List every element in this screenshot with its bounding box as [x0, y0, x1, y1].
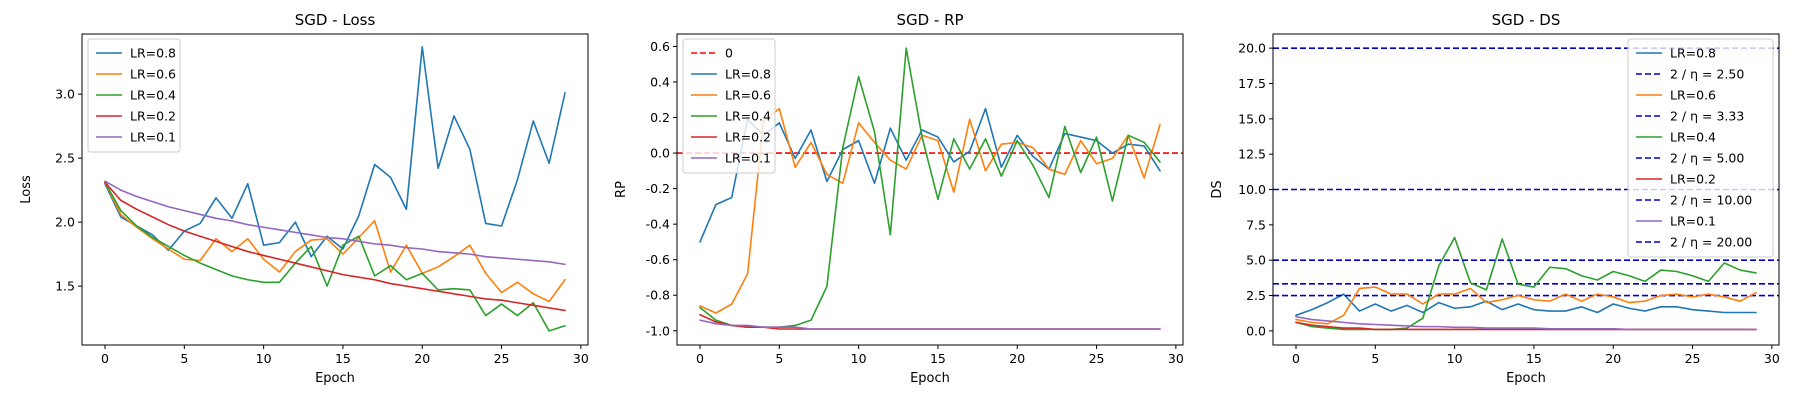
x-tick-label: 15: [1526, 351, 1542, 366]
x-tick-label: 20: [414, 351, 430, 366]
legend-entry: 2 / η = 2.50: [1670, 67, 1744, 82]
legend-entry: LR=0.1: [725, 151, 771, 166]
legend-box: [1627, 38, 1774, 258]
series-line-3: [699, 107, 1161, 314]
legend-entry: LR=0.8: [725, 67, 771, 82]
x-tick-label: 0: [1292, 351, 1300, 366]
y-tick-label: 0.2: [650, 110, 670, 125]
chart-title: SGD - RP: [896, 11, 963, 29]
legend: LR=0.8 LR=0.6 LR=0.4 LR=0.2 LR=0.1: [87, 38, 181, 153]
legend-entry: 2 / η = 10.00: [1670, 193, 1752, 208]
y-tick-label: -0.6: [646, 252, 670, 267]
x-tick-label: 10: [1447, 351, 1463, 366]
x-axis-label: Epoch: [1506, 371, 1546, 386]
axes-frame: [676, 33, 1184, 346]
x-tick-label: 30: [573, 351, 589, 366]
y-tick-label: 12.5: [1238, 147, 1266, 162]
x-tick-label: 25: [1685, 351, 1701, 366]
y-tick-label: 1.5: [55, 279, 75, 294]
y-tick-label: 20.0: [1238, 41, 1266, 56]
legend-entry: LR=0.6: [725, 88, 771, 103]
legend-entry: LR=0.8: [130, 46, 176, 61]
chart-panel-2: 0 5 10 15 20 25 30 -1.0 -0.8 -0.6 -0.4 -0.2 0.0 0.2 0.…: [614, 11, 1184, 386]
series-line-4: [104, 181, 566, 312]
x-tick-label: 20: [1009, 351, 1025, 366]
legend-box: [682, 38, 776, 174]
chart-title: SGD - DS: [1492, 11, 1561, 29]
series-line-1: [104, 45, 566, 258]
legend-entry: LR=0.4: [130, 88, 176, 103]
x-axis-label: Epoch: [315, 371, 355, 386]
x-tick-label: 25: [1089, 351, 1105, 366]
x-tick-label: 15: [335, 351, 351, 366]
x-tick-label: 5: [1371, 351, 1379, 366]
series-line-3: [104, 181, 566, 332]
legend-entry: LR=0.6: [130, 67, 176, 82]
x-axis-label: Epoch: [910, 371, 950, 386]
series-line-9: [1295, 315, 1757, 331]
legend-entry: 2 / η = 20.00: [1670, 235, 1752, 250]
y-tick-label: 7.5: [1246, 217, 1266, 232]
y-tick-label: 15.0: [1238, 111, 1266, 126]
y-axis-label: DS: [1210, 180, 1225, 198]
y-tick-label: 10.0: [1238, 182, 1266, 197]
y-axis-label: RP: [614, 181, 629, 198]
legend-entry: LR=0.8: [1670, 46, 1716, 61]
legend-entry: LR=0.1: [130, 130, 176, 145]
y-tick-label: 2.5: [1246, 288, 1266, 303]
y-tick-label: 0.0: [1246, 323, 1266, 338]
series-group: [677, 47, 1183, 330]
legend-entry: LR=0.4: [725, 109, 771, 124]
y-tick-label: 17.5: [1238, 76, 1266, 91]
legend-entry: 2 / η = 3.33: [1670, 109, 1744, 124]
legend-box: [87, 38, 181, 153]
y-tick-label: -0.4: [646, 217, 670, 232]
legend-entry: LR=0.6: [1670, 88, 1716, 103]
y-tick-label: 0.4: [650, 74, 670, 89]
legend-entry: LR=0.2: [130, 109, 176, 124]
y-tick-label: -0.8: [646, 288, 670, 303]
legend: 0 LR=0.8 LR=0.6 LR=0.4 LR=0.2 LR=0.1: [682, 38, 776, 174]
series-line-3: [1295, 286, 1757, 325]
legend-entry: LR=0.2: [1670, 172, 1716, 187]
y-tick-label: 0.0: [650, 146, 670, 161]
y-tick-label: 5.0: [1246, 253, 1266, 268]
y-tick-label: -0.2: [646, 181, 670, 196]
series-line-1: [1295, 293, 1757, 317]
legend-entry: LR=0.1: [1670, 214, 1716, 229]
series-line-2: [699, 107, 1161, 243]
legend-entry: LR=0.4: [1670, 130, 1716, 145]
y-tick-label: -1.0: [646, 323, 670, 338]
series-line-2: [104, 181, 566, 303]
y-axis-label: Loss: [19, 175, 34, 204]
series-group: [104, 45, 566, 332]
series-line-5: [104, 180, 566, 266]
legend-entry: 0: [725, 46, 733, 61]
x-tick-label: 10: [256, 351, 272, 366]
x-tick-label: 5: [775, 351, 783, 366]
x-tick-label: 10: [851, 351, 867, 366]
x-tick-label: 30: [1764, 351, 1780, 366]
series-group: [1273, 47, 1779, 331]
series-line-6: [699, 319, 1161, 330]
x-tick-label: 0: [101, 351, 109, 366]
chart-panel-1: 0 5 10 15 20 25 30 1.5 2.0 2.5 3.0 SGD - Loss Epoch L…: [19, 11, 589, 386]
legend-entry: LR=0.2: [725, 130, 771, 145]
y-tick-label: 2.5: [55, 151, 75, 166]
y-tick-label: 2.0: [55, 215, 75, 230]
x-tick-label: 20: [1605, 351, 1621, 366]
x-tick-label: 25: [494, 351, 510, 366]
y-tick-label: 0.6: [650, 39, 670, 54]
x-tick-label: 30: [1168, 351, 1184, 366]
chart-title: SGD - Loss: [295, 11, 376, 29]
x-tick-label: 5: [180, 351, 188, 366]
x-tick-label: 0: [696, 351, 704, 366]
legend-entry: 2 / η = 5.00: [1670, 151, 1744, 166]
y-tick-label: 3.0: [55, 87, 75, 102]
axes-frame: [81, 33, 589, 346]
chart-panel-3: 0 5 10 15 20 25 30 0.0 2.5 5.0 7.5 10.0 12.5 15.0 17.5…: [1210, 11, 1780, 386]
legend: LR=0.8 2 / η = 2.50 LR=0.6 2 / η = 3.33 LR=0…: [1627, 38, 1774, 258]
x-tick-label: 15: [930, 351, 946, 366]
